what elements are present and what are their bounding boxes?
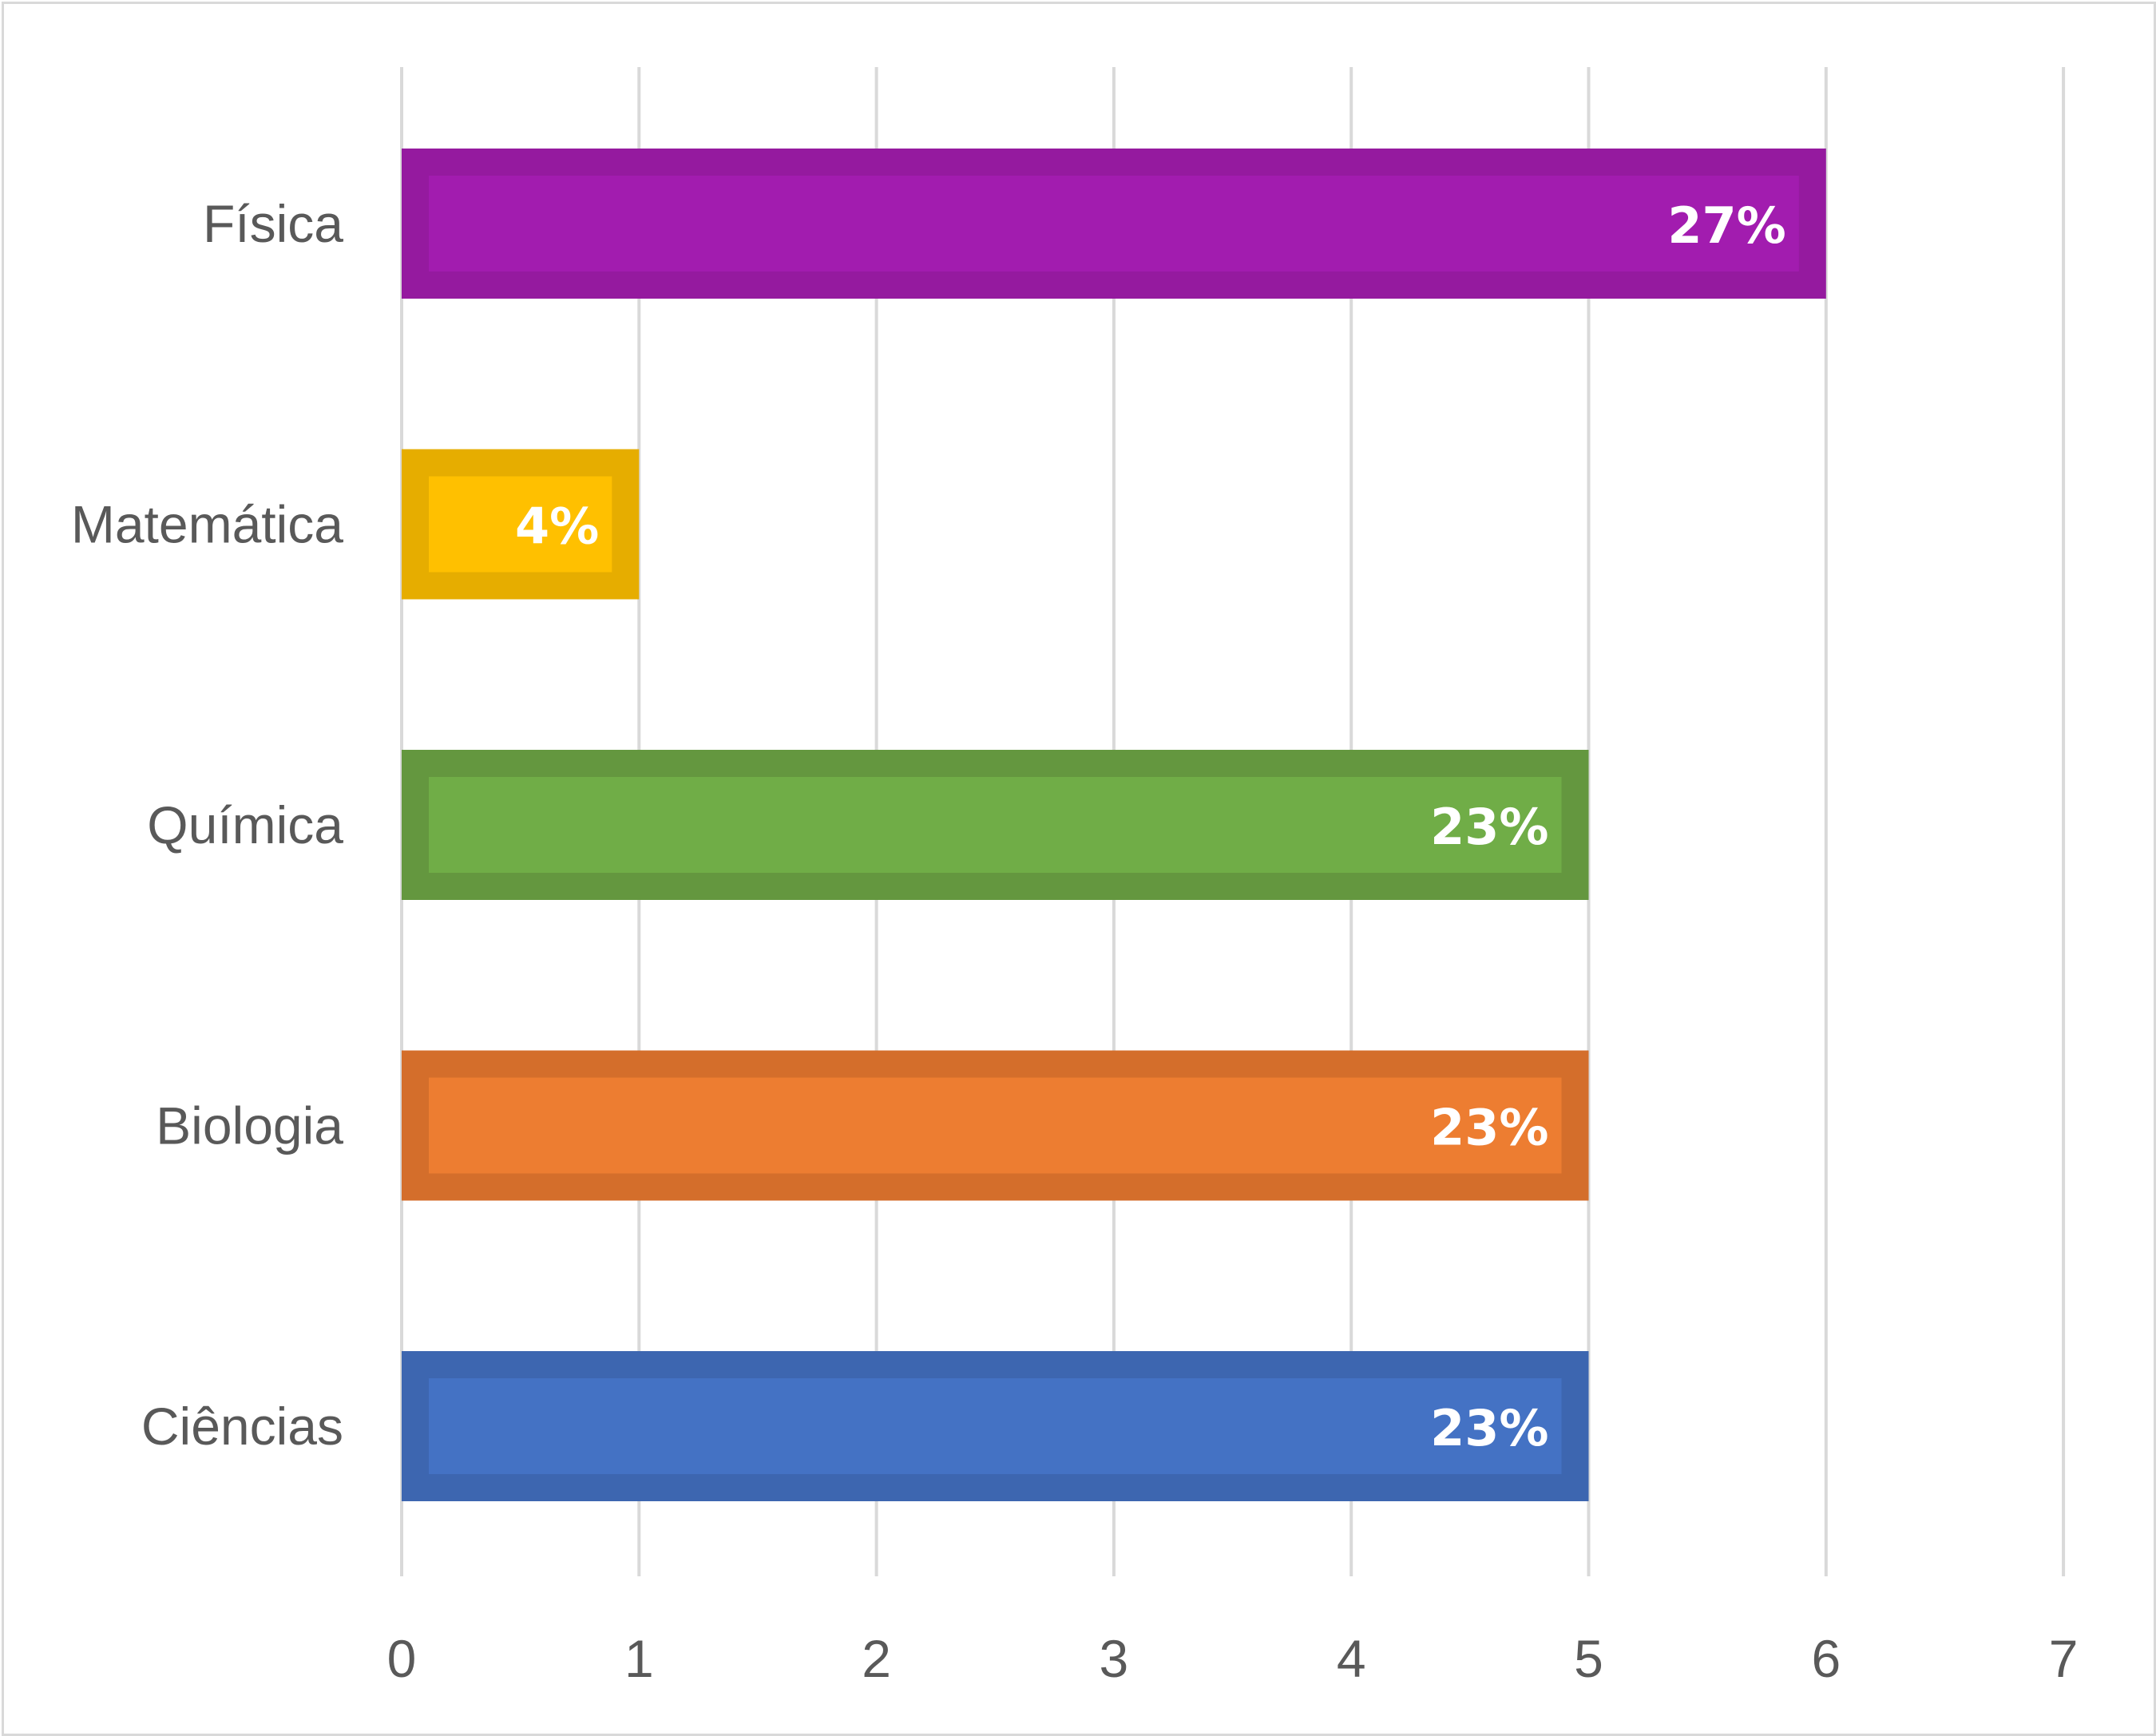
x-tick-label: 0 <box>387 1629 417 1688</box>
x-tick-label: 1 <box>624 1629 654 1688</box>
data-labels: 27% 4% 23% 23% 23% <box>515 196 1786 1457</box>
x-axis-ticks: 0 1 2 3 4 5 6 7 <box>387 1629 2079 1688</box>
bar-fill <box>429 476 612 573</box>
x-tick-label: 3 <box>1100 1629 1129 1688</box>
x-tick-label: 2 <box>862 1629 891 1688</box>
category-labels: Física Matemática Química Biologia Ciências <box>71 194 343 1456</box>
category-label: Matemática <box>71 495 343 554</box>
bar-fill <box>429 777 1562 873</box>
bars <box>402 149 1826 1501</box>
x-tick-label: 6 <box>1811 1629 1841 1688</box>
data-label: 23% <box>1430 1399 1548 1457</box>
x-tick-label: 7 <box>2049 1629 2079 1688</box>
data-label: 23% <box>1430 1099 1548 1157</box>
category-label: Biologia <box>156 1096 343 1155</box>
data-label: 27% <box>1667 196 1785 255</box>
category-label: Química <box>147 795 343 854</box>
x-tick-label: 4 <box>1337 1629 1366 1688</box>
bar-fill <box>429 176 1799 271</box>
data-label: 4% <box>515 497 599 556</box>
data-label: 23% <box>1430 798 1548 856</box>
category-label: Física <box>203 194 343 253</box>
bar-fill <box>429 1077 1562 1174</box>
category-label: Ciências <box>141 1397 343 1456</box>
bar-fill <box>429 1378 1562 1474</box>
x-tick-label: 5 <box>1574 1629 1603 1688</box>
